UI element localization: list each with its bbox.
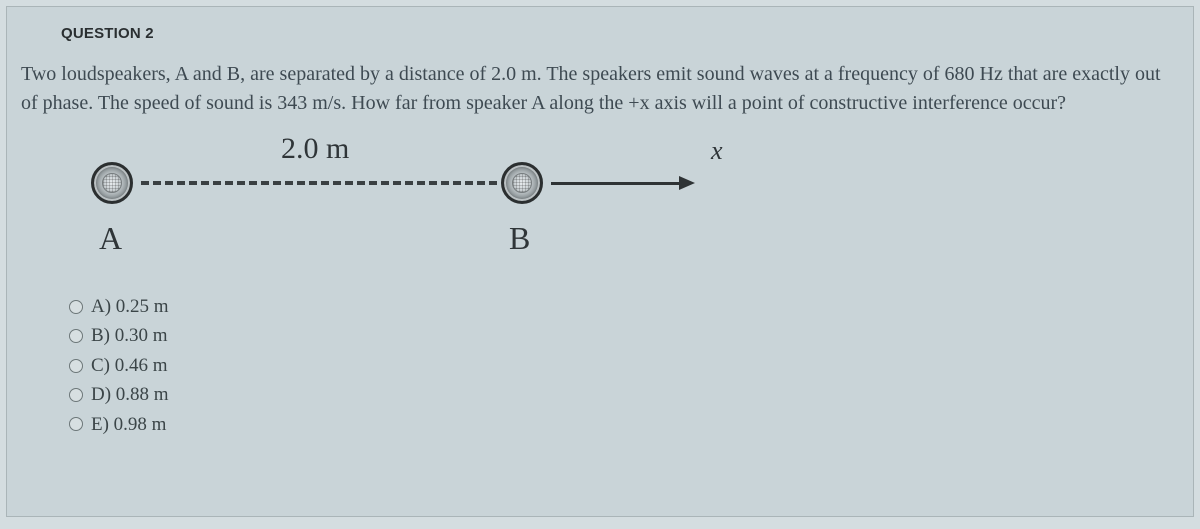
radio-icon[interactable]	[69, 300, 83, 314]
distance-dash-line	[141, 181, 497, 185]
speaker-diagram: 2.0 m x A B	[71, 132, 1179, 282]
option-label: E) 0.98 m	[91, 410, 166, 439]
x-axis-label: x	[711, 136, 723, 166]
question-prompt: Two loudspeakers, A and B, are separated…	[21, 60, 1179, 118]
option-label: D) 0.88 m	[91, 380, 169, 409]
option-c[interactable]: C) 0.46 m	[69, 351, 1179, 380]
radio-icon[interactable]	[69, 417, 83, 431]
option-e[interactable]: E) 0.98 m	[69, 410, 1179, 439]
option-label: A) 0.25 m	[91, 292, 169, 321]
option-label: B) 0.30 m	[91, 321, 168, 350]
option-label: C) 0.46 m	[91, 351, 168, 380]
radio-icon[interactable]	[69, 359, 83, 373]
radio-icon[interactable]	[69, 329, 83, 343]
radio-icon[interactable]	[69, 388, 83, 402]
speaker-a-icon	[91, 162, 133, 204]
question-number-header: QUESTION 2	[61, 25, 1179, 42]
x-axis-arrow-head-icon	[679, 176, 695, 190]
question-card: QUESTION 2 Two loudspeakers, A and B, ar…	[6, 6, 1194, 517]
x-axis-arrow-line	[551, 182, 681, 185]
speaker-b-label: B	[509, 220, 530, 257]
option-d[interactable]: D) 0.88 m	[69, 380, 1179, 409]
option-b[interactable]: B) 0.30 m	[69, 321, 1179, 350]
option-a[interactable]: A) 0.25 m	[69, 292, 1179, 321]
speaker-b-icon	[501, 162, 543, 204]
speaker-a-label: A	[99, 220, 122, 257]
distance-label: 2.0 m	[281, 132, 349, 166]
answer-options: A) 0.25 m B) 0.30 m C) 0.46 m D) 0.88 m …	[69, 292, 1179, 439]
